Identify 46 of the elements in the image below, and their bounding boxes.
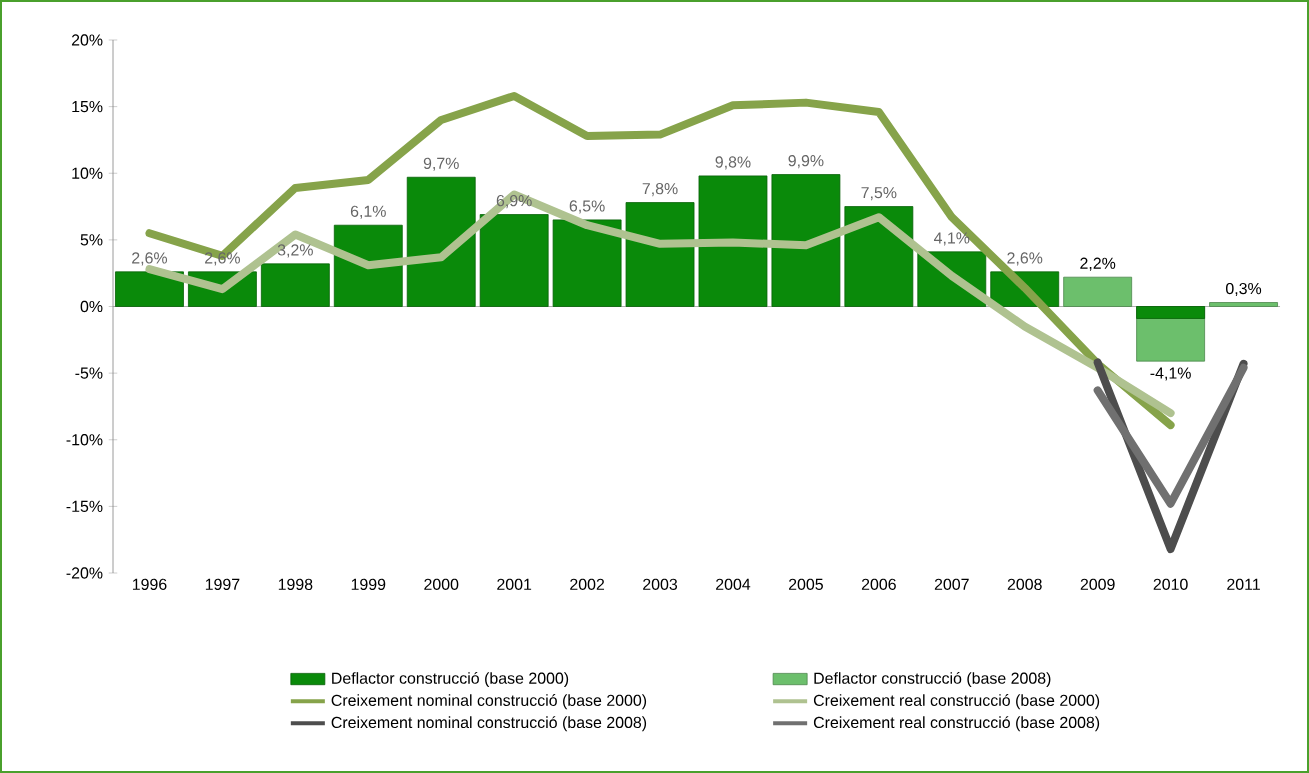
y-tick-label: -15% <box>66 500 103 512</box>
data-label: -4,1% <box>1150 367 1191 381</box>
legend-label: Deflactor construcció (base 2008) <box>814 671 1051 688</box>
y-tick-label: 15% <box>72 101 103 113</box>
data-label: 0,3% <box>1226 282 1262 297</box>
legend-label: Creixement real construcció (base 2000) <box>813 694 1100 710</box>
data-label: 3,2% <box>277 244 313 258</box>
data-label: 2,6% <box>205 252 240 266</box>
x-tick-label: 2007 <box>934 578 969 590</box>
y-tick-label: 0% <box>80 300 103 313</box>
data-label: 2,6% <box>132 252 168 266</box>
data-label: 9,9% <box>788 155 824 169</box>
legend-label: Deflactor construcció (base 2000) <box>332 671 569 688</box>
x-tick-label: 2001 <box>497 578 532 590</box>
x-tick-label: 2009 <box>1080 578 1115 590</box>
data-label: 9,7% <box>423 157 459 171</box>
legend-label: Creixement nominal construcció (base 2000) <box>331 694 647 710</box>
x-tick-label: 2006 <box>861 578 896 590</box>
data-label: 6,1% <box>350 205 386 219</box>
x-tick-label: 2000 <box>424 578 459 590</box>
data-label: 2,6% <box>1007 252 1043 266</box>
data-label: 9,8% <box>715 156 751 170</box>
x-tick-label: 2008 <box>1007 578 1042 590</box>
data-label: 7,8% <box>642 183 678 197</box>
x-tick-label: 2004 <box>716 578 751 590</box>
x-tick-label: 1996 <box>132 578 167 590</box>
x-tick-label: 1999 <box>351 578 386 590</box>
x-tick-label: 1998 <box>278 578 313 590</box>
y-tick-label: -20% <box>66 567 103 579</box>
data-label: 6,5% <box>569 200 605 214</box>
y-tick-label: 5% <box>80 234 103 246</box>
data-label: 4,1% <box>934 232 970 246</box>
y-tick-label: 20% <box>71 34 103 46</box>
x-tick-label: 2002 <box>570 578 605 590</box>
data-label: 2,2% <box>1080 257 1116 271</box>
x-tick-label: 2010 <box>1153 578 1188 590</box>
legend-label: Creixement real construcció (base 2008) <box>813 716 1100 732</box>
legend-label: Creixement nominal construcció (base 2008) <box>331 716 647 732</box>
data-label: 7,5% <box>861 187 897 201</box>
x-tick-label: 1997 <box>205 578 240 590</box>
x-tick-label: 2011 <box>1227 578 1260 590</box>
x-tick-label: 2005 <box>789 578 823 590</box>
y-tick-label: 10% <box>72 167 103 179</box>
y-tick-label: -5% <box>75 367 103 379</box>
x-tick-label: 2003 <box>643 578 678 590</box>
y-tick-label: -10% <box>66 434 103 446</box>
